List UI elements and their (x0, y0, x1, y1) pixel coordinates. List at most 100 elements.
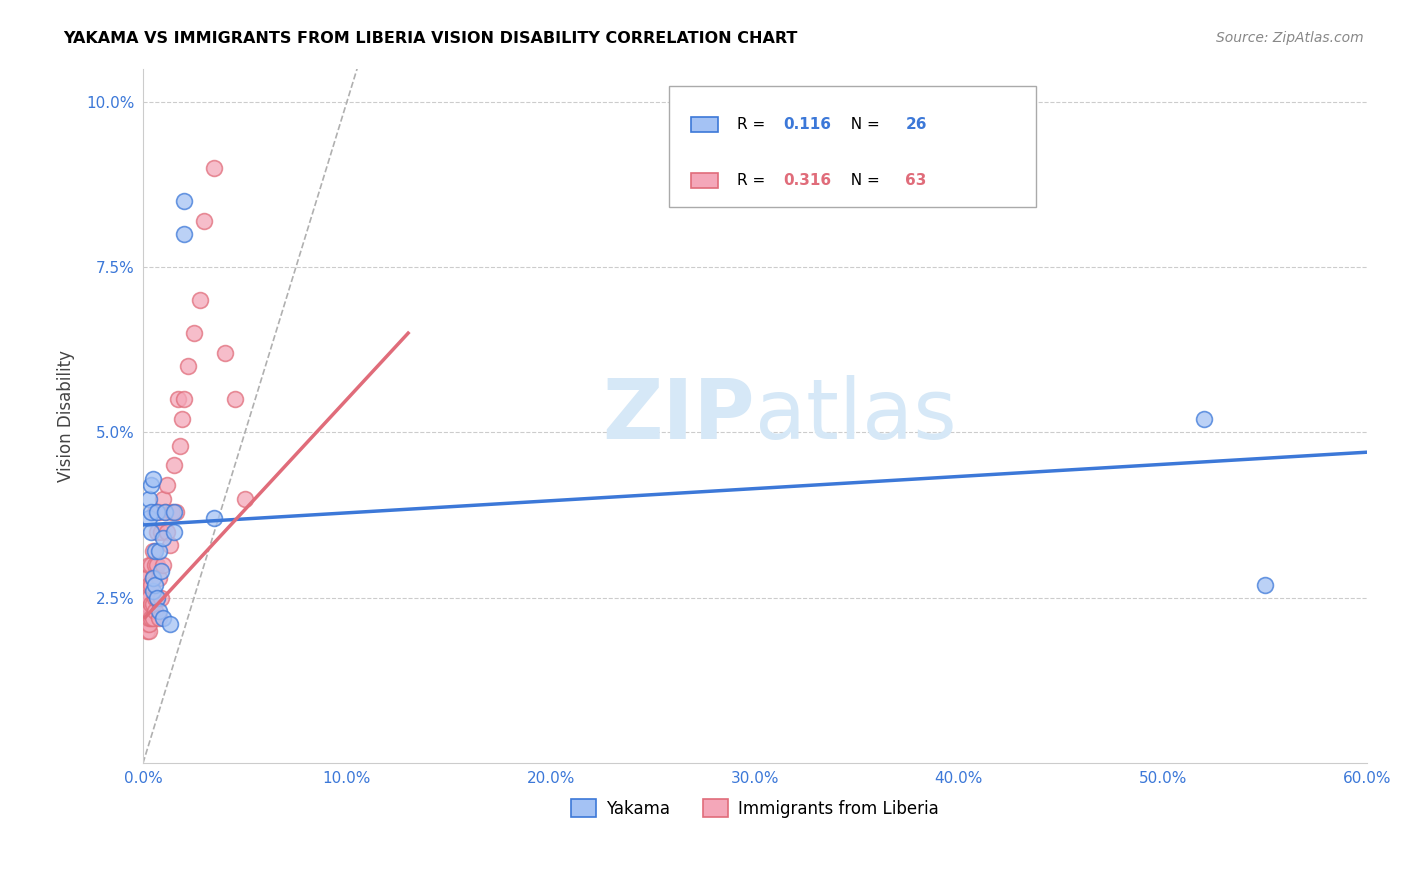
Point (134, 571, 156, 585)
Point (136, 571, 159, 585)
Point (138, 577, 160, 591)
Point (188, 293, 211, 307)
Point (166, 392, 188, 407)
Point (150, 564, 173, 578)
Point (148, 571, 170, 585)
Point (138, 604, 160, 618)
Point (152, 491, 174, 506)
Point (141, 505, 163, 519)
Point (141, 610, 163, 624)
Point (224, 392, 246, 407)
Point (155, 505, 177, 519)
Point (160, 505, 183, 519)
Point (143, 604, 166, 618)
Point (159, 538, 181, 552)
Point (152, 558, 174, 572)
Point (142, 584, 165, 599)
Point (138, 558, 160, 572)
Y-axis label: Vision Disability: Vision Disability (58, 350, 75, 482)
Point (173, 194, 195, 208)
Text: atlas: atlas (755, 376, 956, 457)
Point (146, 505, 169, 519)
FancyBboxPatch shape (669, 86, 1036, 208)
Point (159, 617, 181, 632)
Point (146, 558, 169, 572)
Point (141, 524, 163, 539)
Point (150, 591, 173, 605)
Point (162, 505, 184, 519)
Point (138, 610, 160, 624)
Point (156, 478, 179, 492)
Point (136, 598, 159, 612)
Point (138, 617, 160, 632)
Point (141, 577, 163, 591)
Point (142, 598, 165, 612)
Point (138, 591, 160, 605)
Point (134, 598, 156, 612)
Point (202, 511, 225, 525)
Text: 63: 63 (905, 173, 927, 188)
Point (136, 624, 159, 638)
Point (134, 617, 156, 632)
Point (143, 577, 166, 591)
Point (142, 610, 165, 624)
Text: N =: N = (841, 173, 884, 188)
Point (173, 227, 195, 241)
Point (143, 544, 166, 558)
Point (169, 439, 191, 453)
Point (183, 326, 205, 340)
Point (141, 478, 163, 492)
Point (136, 617, 159, 632)
Point (214, 346, 236, 360)
Point (136, 584, 159, 599)
Point (143, 505, 166, 519)
Point (136, 591, 159, 605)
Point (152, 610, 174, 624)
Point (148, 505, 170, 519)
Point (143, 591, 166, 605)
Text: Source: ZipAtlas.com: Source: ZipAtlas.com (1216, 31, 1364, 45)
Point (138, 511, 160, 525)
Point (152, 531, 174, 545)
Point (136, 610, 159, 624)
Text: N =: N = (841, 117, 884, 132)
Point (146, 591, 169, 605)
Point (136, 604, 159, 618)
Text: ZIP: ZIP (602, 376, 755, 457)
FancyBboxPatch shape (692, 173, 718, 188)
Point (233, 491, 256, 506)
Point (156, 524, 179, 539)
Text: R =: R = (737, 173, 769, 188)
Point (148, 544, 170, 558)
Point (138, 624, 160, 638)
Point (162, 458, 184, 473)
Point (142, 544, 165, 558)
Text: 26: 26 (905, 117, 927, 132)
Point (148, 610, 170, 624)
Legend: Yakama, Immigrants from Liberia: Yakama, Immigrants from Liberia (564, 793, 946, 824)
Point (142, 472, 165, 486)
Point (1254, 577, 1277, 591)
Point (165, 505, 187, 519)
Text: 0.316: 0.316 (783, 173, 831, 188)
Text: YAKAMA VS IMMIGRANTS FROM LIBERIA VISION DISABILITY CORRELATION CHART: YAKAMA VS IMMIGRANTS FROM LIBERIA VISION… (63, 31, 797, 46)
Point (138, 491, 160, 506)
Point (134, 604, 156, 618)
Point (162, 524, 184, 539)
Point (173, 392, 195, 407)
Point (134, 584, 156, 599)
Point (146, 524, 169, 539)
Point (155, 505, 177, 519)
Point (141, 598, 163, 612)
Text: 0.116: 0.116 (783, 117, 831, 132)
Point (141, 558, 163, 572)
Point (142, 571, 165, 585)
FancyBboxPatch shape (692, 117, 718, 132)
Point (143, 558, 166, 572)
Point (142, 571, 165, 585)
Point (134, 610, 156, 624)
Point (193, 213, 215, 227)
Point (177, 359, 200, 374)
Text: R =: R = (737, 117, 769, 132)
Point (150, 524, 173, 539)
